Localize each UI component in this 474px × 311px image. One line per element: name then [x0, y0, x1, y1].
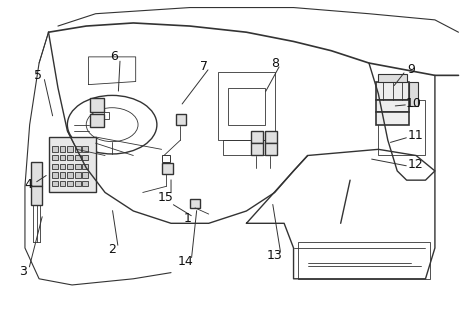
- Bar: [60, 164, 65, 169]
- Text: 1: 1: [183, 212, 191, 225]
- Bar: [409, 81, 419, 106]
- Bar: [176, 114, 186, 125]
- Bar: [60, 172, 65, 178]
- Text: 7: 7: [200, 60, 208, 72]
- Bar: [75, 181, 81, 186]
- Bar: [75, 146, 81, 152]
- Bar: [90, 114, 104, 127]
- Bar: [162, 163, 173, 174]
- Bar: [67, 172, 73, 178]
- Bar: [31, 186, 42, 205]
- Bar: [82, 164, 88, 169]
- Text: 9: 9: [408, 63, 415, 76]
- Bar: [60, 155, 65, 160]
- Bar: [378, 100, 426, 156]
- Bar: [162, 156, 170, 162]
- Bar: [82, 146, 88, 152]
- Text: 4: 4: [25, 178, 33, 191]
- Text: 13: 13: [267, 249, 283, 262]
- Text: 14: 14: [177, 255, 193, 268]
- Bar: [75, 172, 81, 178]
- Bar: [67, 164, 73, 169]
- Bar: [75, 164, 81, 169]
- Bar: [104, 112, 109, 118]
- Bar: [75, 155, 81, 160]
- Bar: [60, 146, 65, 152]
- Bar: [376, 112, 409, 125]
- Bar: [251, 143, 263, 156]
- Bar: [190, 199, 200, 208]
- Text: 5: 5: [34, 69, 42, 82]
- Bar: [223, 140, 270, 156]
- Bar: [218, 72, 275, 140]
- Bar: [82, 172, 88, 178]
- Text: 8: 8: [271, 57, 279, 70]
- Text: 6: 6: [110, 50, 118, 63]
- Bar: [52, 155, 58, 160]
- Bar: [298, 242, 430, 279]
- Bar: [52, 181, 58, 186]
- Text: 2: 2: [108, 243, 116, 256]
- Bar: [82, 181, 88, 186]
- Bar: [82, 155, 88, 160]
- Bar: [52, 172, 58, 178]
- Bar: [376, 81, 409, 100]
- Bar: [378, 74, 407, 81]
- Bar: [52, 146, 58, 152]
- Text: 11: 11: [407, 129, 423, 142]
- Bar: [265, 143, 277, 156]
- Bar: [376, 100, 409, 112]
- Bar: [90, 98, 104, 112]
- Text: 12: 12: [407, 158, 423, 171]
- Bar: [265, 131, 277, 143]
- Bar: [67, 146, 73, 152]
- Text: 10: 10: [406, 97, 422, 109]
- Bar: [251, 131, 263, 143]
- Bar: [67, 155, 73, 160]
- Bar: [60, 181, 65, 186]
- Bar: [52, 164, 58, 169]
- Bar: [31, 162, 42, 186]
- Text: 15: 15: [157, 191, 173, 204]
- Bar: [67, 181, 73, 186]
- Bar: [48, 137, 96, 193]
- Bar: [228, 88, 265, 125]
- Text: 3: 3: [18, 265, 27, 278]
